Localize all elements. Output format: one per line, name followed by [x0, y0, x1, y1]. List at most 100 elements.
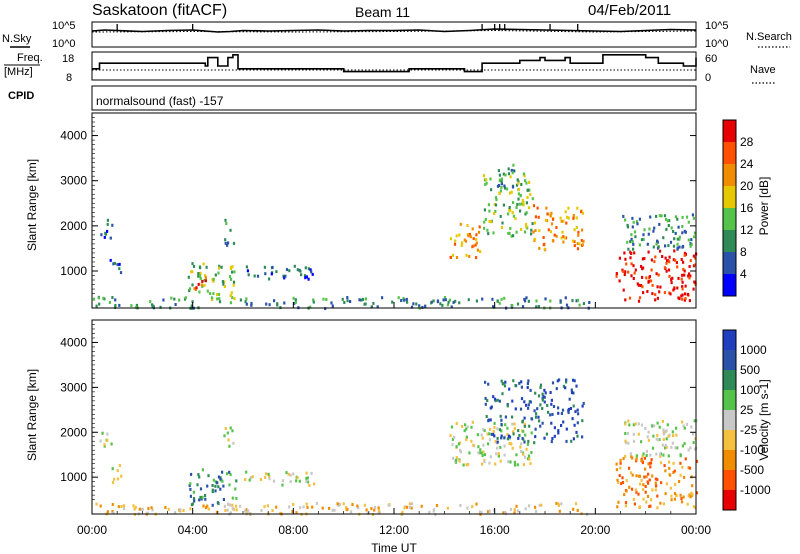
power-cell-428 — [567, 206, 570, 210]
power-cell-264 — [441, 303, 444, 307]
velocity-cell-661 — [639, 482, 642, 486]
power-cell-609 — [618, 256, 621, 260]
velocity-cell-23 — [222, 498, 225, 501]
power-cell-688 — [672, 230, 675, 233]
velocity-cell-551 — [621, 476, 624, 480]
power-cell-325 — [525, 181, 528, 185]
power-cell-438 — [561, 230, 564, 234]
velocity-cbar-tick-7: -1000 — [740, 483, 771, 497]
velocity-cell-236 — [288, 505, 291, 509]
power-cell-513 — [692, 264, 696, 268]
velocity-cell-592 — [694, 506, 697, 510]
velocity-cell-61 — [211, 484, 214, 487]
power-cell-679 — [626, 223, 629, 227]
power-cell-320 — [528, 188, 531, 192]
power-cell-17 — [204, 274, 207, 278]
velocity-cell-59 — [219, 477, 222, 481]
velocity-cell-626 — [686, 502, 689, 506]
power-cell-691 — [685, 215, 689, 219]
velocity-cell-750 — [627, 441, 630, 445]
velocity-cell-42 — [226, 472, 229, 476]
power-cell-37 — [199, 266, 202, 270]
velocity-cell-3 — [116, 469, 119, 473]
velocity-cell-351 — [465, 438, 468, 442]
velocity-cell-327 — [465, 435, 468, 439]
velocity-cell-282 — [482, 443, 485, 447]
power-cell-452 — [581, 243, 584, 247]
velocity-cell-622 — [635, 474, 638, 478]
power-cell-489 — [496, 184, 500, 188]
velocity-cell-262 — [99, 504, 102, 508]
power-cell-658 — [684, 230, 687, 234]
velocity-cell-705 — [628, 423, 631, 427]
velocity-cell-142 — [555, 501, 558, 505]
velocity-cell-40 — [207, 474, 210, 478]
nave-tick-high: 60 — [705, 53, 717, 65]
power-cell-403 — [516, 178, 519, 182]
velocity-cell-435 — [504, 415, 507, 419]
velocity-cell-6 — [118, 464, 121, 467]
velocity-cell-30 — [199, 487, 203, 491]
power-cell-328 — [486, 228, 489, 232]
velocity-cell-732 — [646, 435, 649, 439]
power-cell-574 — [673, 249, 676, 253]
velocity-cell-99 — [250, 476, 253, 480]
power-cell-211 — [503, 296, 506, 300]
velocity-cell-584 — [647, 481, 650, 485]
velocity-cell-557 — [678, 480, 681, 483]
power-cell-123 — [544, 297, 547, 301]
velocity-cell-180 — [305, 502, 308, 506]
power-cell-695 — [624, 218, 627, 222]
velocity-cell-228 — [146, 511, 149, 515]
velocity-cell-716 — [651, 424, 654, 428]
power-cell-373 — [525, 211, 528, 215]
power-cell-464 — [542, 243, 545, 247]
velocity-cell-192 — [299, 506, 302, 510]
velocity-cell-5 — [113, 477, 116, 481]
power-cell-465 — [581, 211, 585, 215]
velocity-cell-742 — [642, 452, 645, 456]
velocity-cell-124 — [513, 508, 516, 512]
power-cell-216 — [149, 300, 152, 304]
velocity-cell-335 — [516, 463, 519, 467]
velocity-cell-150 — [475, 502, 478, 506]
power-cell-306 — [475, 241, 478, 245]
power-y-ticks: 1000 2000 3000 4000 — [60, 112, 696, 294]
power-cell-98 — [285, 268, 289, 272]
velocity-cell-659 — [615, 462, 618, 466]
velocity-cell-157 — [189, 507, 192, 511]
power-cell-363 — [487, 232, 490, 236]
power-cell-163 — [283, 301, 286, 305]
power-cell-615 — [659, 249, 662, 253]
power-cbar-tick-6: 28 — [740, 135, 754, 149]
power-cell-58 — [211, 277, 214, 281]
velocity-cell-708 — [629, 452, 632, 456]
power-cell-350 — [526, 188, 530, 192]
power-cell-394 — [524, 179, 527, 183]
power-cell-302 — [479, 250, 482, 254]
power-cell-199 — [244, 300, 247, 304]
power-cell-288 — [472, 237, 475, 241]
power-cell-683 — [638, 217, 641, 221]
power-cell-136 — [492, 305, 495, 309]
power-cell-200 — [250, 303, 253, 307]
station-title: Saskatoon (fitACF) — [92, 2, 227, 19]
velocity-cbar-frame — [722, 329, 737, 511]
velocity-cell-753 — [632, 432, 635, 436]
power-cell-584 — [693, 280, 696, 284]
velocity-cell-79 — [272, 479, 276, 483]
velocity-cell-135 — [120, 505, 123, 508]
velocity-cell-485 — [514, 407, 517, 411]
velocity-cell-394 — [527, 403, 530, 407]
velocity-cell-377 — [464, 423, 467, 427]
velocity-cell-429 — [534, 435, 537, 439]
power-cell-568 — [684, 292, 687, 296]
velocity-cell-634 — [648, 461, 652, 465]
power-cell-696 — [667, 224, 670, 227]
velocity-cell-611 — [659, 461, 663, 465]
velocity-cell-554 — [679, 493, 682, 497]
velocity-cbar-swatch-7 — [723, 350, 736, 370]
velocity-cell-690 — [632, 423, 635, 427]
power-cell-11 — [103, 235, 106, 239]
velocity-cell-664 — [691, 493, 694, 497]
